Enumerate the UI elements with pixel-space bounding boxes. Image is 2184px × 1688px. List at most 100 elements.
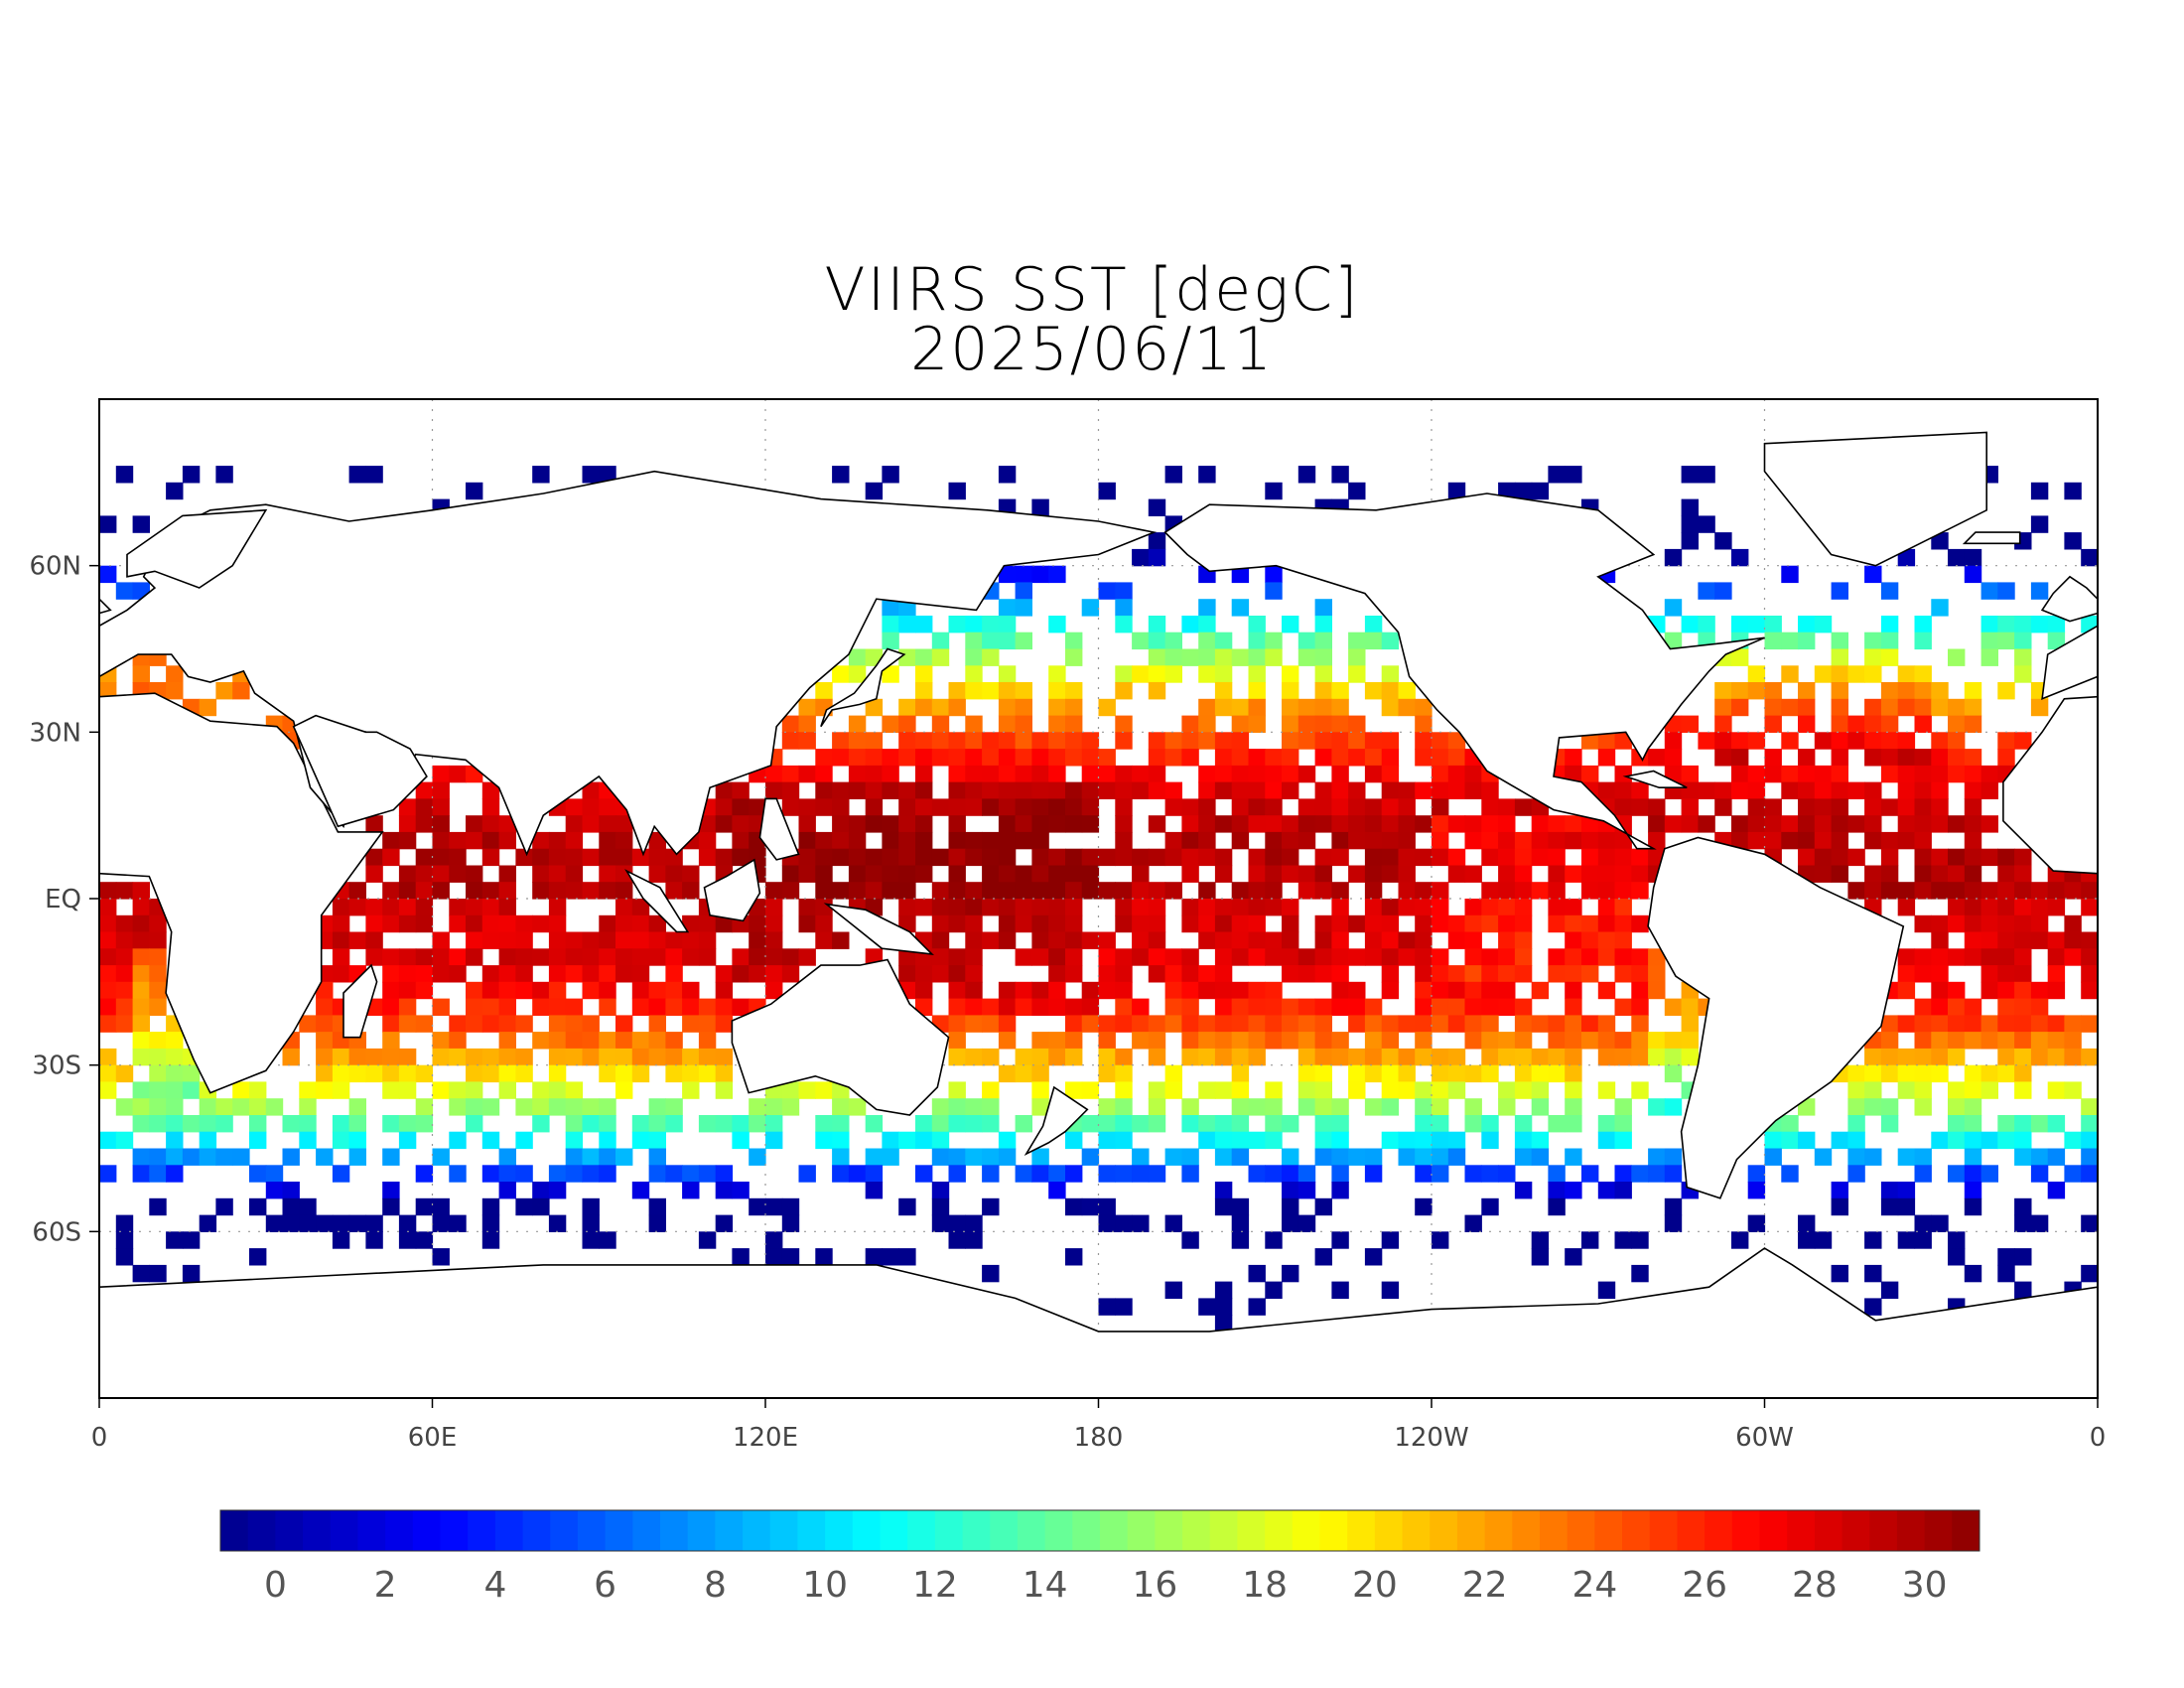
sst-cell [1015,715,1032,733]
sst-cell [565,1165,584,1183]
sst-cell [1831,781,1848,799]
sst-cell [1398,831,1416,850]
sst-cell [1631,1165,1649,1183]
sst-cell [532,1032,550,1050]
sst-cell [931,948,950,966]
colorbar-swatch [605,1510,633,1551]
sst-cell [1381,865,1400,883]
sst-cell [132,914,150,933]
sst-cell [1265,981,1283,1000]
sst-cell [1798,848,1816,867]
sst-cell [865,732,884,750]
sst-cell [449,848,467,867]
colorbar-swatch [303,1510,332,1551]
sst-cell [1181,1165,1199,1183]
sst-cell [1914,1165,1932,1183]
sst-cell [1115,732,1133,750]
sst-cell [948,948,966,966]
sst-cell [1115,815,1133,833]
sst-cell [665,1165,683,1183]
sst-cell [1481,1015,1499,1033]
sst-cell [1164,948,1182,966]
sst-cell [965,1148,983,1166]
sst-cell [1415,1131,1433,1150]
sst-cell [1931,815,1949,833]
sst-cell [1948,948,1966,966]
sst-cell [582,781,600,799]
sst-cell [1864,749,1882,767]
sst-cell [2014,1115,2032,1133]
sst-cell [1297,1081,1316,1099]
sst-cell [848,831,867,850]
sst-cell [848,1098,867,1116]
sst-cell [332,1064,350,1083]
sst-cell [1764,831,1782,850]
sst-cell [1231,1032,1250,1050]
sst-cell [948,781,966,799]
sst-cell [515,1131,533,1150]
sst-cell [1897,798,1916,816]
sst-cell [1514,848,1533,867]
sst-cell [1132,781,1150,799]
sst-cell [1597,931,1616,949]
sst-cell [665,1064,683,1083]
sst-cell [1198,466,1216,484]
sst-cell [998,781,1017,799]
sst-cell [1447,1064,1466,1083]
sst-cell [1098,1115,1116,1133]
sst-cell [2047,931,2066,949]
sst-cell [1065,698,1083,717]
sst-cell [1398,798,1416,816]
sst-cell [299,1115,317,1133]
sst-cell [449,1165,467,1183]
sst-cell [815,882,833,900]
sst-cell [1880,582,1899,600]
sst-cell [1015,815,1032,833]
sst-cell [1198,931,1216,949]
sst-cell [1914,1231,1932,1249]
sst-cell [1764,749,1782,767]
sst-cell [982,648,1000,666]
sst-cell [432,1048,450,1066]
sst-cell [1897,698,1916,717]
sst-cell [1164,1281,1182,1299]
sst-cell [982,765,1000,783]
sst-cell [2014,848,2032,867]
sst-cell [898,882,916,900]
sst-cell [182,1115,201,1133]
sst-cell [2047,632,2066,650]
sst-cell [965,749,983,767]
sst-cell [1348,1048,1366,1066]
sst-cell [2014,732,2032,750]
sst-cell [548,1064,567,1083]
sst-cell [1282,1197,1299,1216]
sst-cell [99,948,117,966]
sst-cell [1198,765,1216,783]
sst-cell [1181,998,1199,1016]
sst-cell [1098,1214,1116,1232]
sst-cell [1997,1115,2015,1133]
sst-cell [1964,1264,1982,1283]
sst-cell [1597,914,1616,933]
sst-cell [432,865,450,883]
sst-cell [1764,698,1782,717]
sst-cell [1048,931,1066,949]
sst-cell [765,1231,783,1249]
sst-cell [682,882,700,900]
sst-cell [1048,781,1066,799]
sst-cell [2081,931,2098,949]
sst-cell [815,831,833,850]
sst-cell [1248,1015,1266,1033]
sst-cell [2047,1115,2066,1133]
sst-cell [882,599,899,617]
sst-cell [1997,1048,2015,1066]
sst-cell [481,1231,500,1249]
sst-cell [1548,848,1566,867]
sst-cell [648,848,666,867]
sst-cell [1031,948,1049,966]
sst-cell [1514,1048,1533,1066]
sst-cell [1464,1032,1482,1050]
sst-cell [931,749,950,767]
sst-cell [1348,948,1366,966]
sst-cell [1164,781,1182,799]
